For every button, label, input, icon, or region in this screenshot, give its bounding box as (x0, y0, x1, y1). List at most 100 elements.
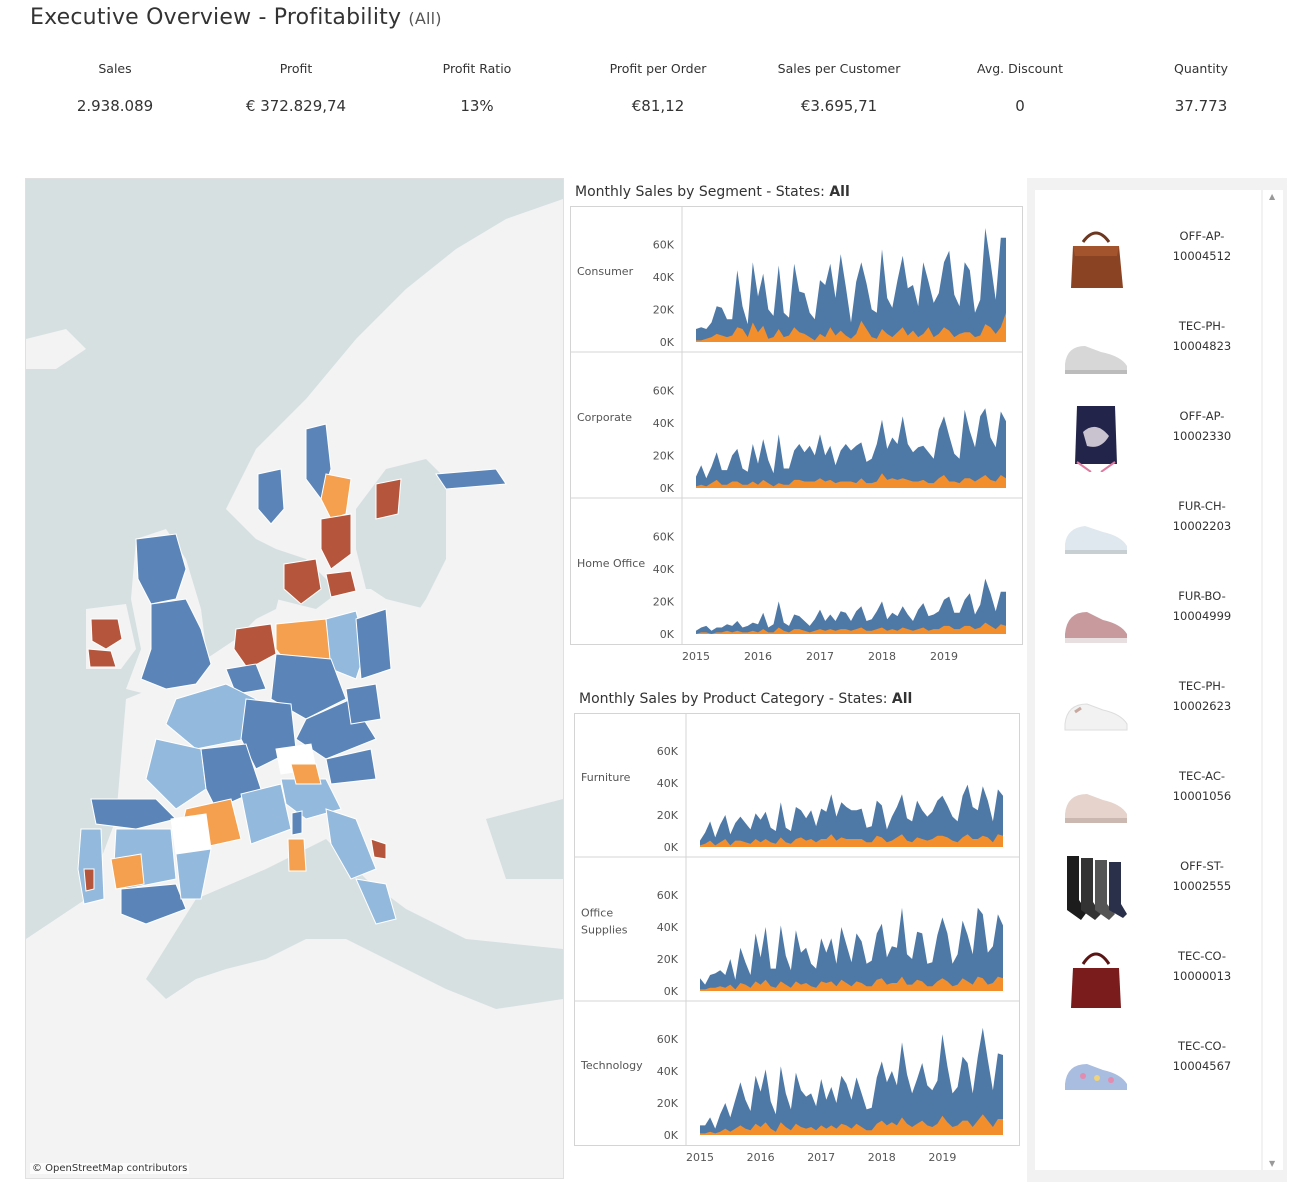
product-code-line2: 10004567 (1172, 1059, 1232, 1073)
row-label: Furniture (581, 771, 631, 784)
kpi-label: Profit (279, 61, 313, 76)
region-france-southeast (240, 783, 292, 845)
region-corsica (291, 810, 303, 836)
y-tick-label: 20K (657, 953, 679, 966)
region-italy-south (355, 878, 397, 925)
sales-area[interactable] (696, 228, 1006, 342)
product-code-line2: 10002623 (1172, 699, 1232, 713)
region-italy-apulia (370, 838, 387, 860)
product-code-line1: FUR-CH- (1178, 499, 1226, 513)
profit-area[interactable] (696, 473, 1006, 488)
region-poland (355, 608, 392, 680)
segment-chart-title-value: All (829, 184, 850, 200)
y-tick-label: 0K (664, 1129, 679, 1142)
product-item[interactable]: TEC-PH- 10004823 (1035, 300, 1261, 390)
product-item[interactable]: FUR-BO- 10004999 (1035, 570, 1261, 660)
product-item[interactable]: OFF-ST- 10002555 (1035, 840, 1261, 930)
product-code: TEC-PH- 10002623 (1167, 676, 1237, 716)
product-code-line1: TEC-PH- (1178, 319, 1226, 333)
product-item[interactable]: FUR-CH- 10002203 (1035, 480, 1261, 570)
category-area-chart[interactable]: 0K 20K 40K 60K Furniture 0K 20K 40K 60K Office Sup… (574, 713, 1024, 1178)
product-list-scrollbar[interactable]: ▲ ▼ (1263, 190, 1283, 1170)
sales-area[interactable] (700, 907, 1003, 991)
series-panel-office-supplies[interactable]: 0K 20K 40K 60K Office Supplies (574, 856, 1019, 998)
y-tick-label: 0K (660, 482, 675, 495)
profit-area[interactable] (700, 1114, 1003, 1135)
sales-area[interactable] (696, 578, 1006, 634)
product-code: TEC-CO- 10004567 (1167, 1036, 1237, 1076)
product-code: FUR-CH- 10002203 (1167, 496, 1237, 536)
kpi-value: 13% (460, 97, 494, 115)
profit-area[interactable] (696, 622, 1006, 634)
x-tick-label: 2016 (744, 650, 772, 663)
region-uk-england (140, 598, 212, 690)
y-tick-label: 0K (660, 336, 675, 349)
x-tick-label: 2018 (868, 1151, 896, 1164)
x-tick-label: 2015 (686, 1151, 714, 1164)
region-norway-1 (257, 468, 285, 525)
product-code-line2: 10004512 (1172, 249, 1232, 263)
product-item[interactable]: TEC-CO- 10000013 (1035, 930, 1261, 1020)
kpi-value: €3.695,71 (800, 97, 878, 115)
europe-map[interactable]: © OpenStreetMap contributors (25, 178, 564, 1179)
map-canvas[interactable] (26, 179, 563, 1178)
series-panel-corporate[interactable]: 0K 20K 40K 60K Corporate (570, 351, 1022, 495)
y-tick-label: 40K (653, 271, 675, 284)
profit-area[interactable] (700, 834, 1003, 847)
product-code-line1: TEC-CO- (1177, 949, 1227, 963)
sales-area[interactable] (700, 784, 1003, 847)
x-tick-label: 2019 (930, 650, 958, 663)
product-item[interactable]: TEC-CO- 10004567 (1035, 1020, 1261, 1110)
region-belgium (225, 663, 267, 695)
product-code-line2: 10002330 (1172, 429, 1232, 443)
y-tick-label: 60K (657, 1033, 679, 1046)
y-tick-label: 40K (653, 563, 675, 576)
product-code-line1: TEC-AC- (1178, 769, 1226, 783)
sales-area[interactable] (696, 408, 1006, 488)
region-spain-northeast (170, 813, 212, 855)
y-tick-label: 20K (653, 303, 675, 316)
kpi-sales: Sales 2.938.089 (25, 60, 205, 115)
series-panel-technology[interactable]: 0K 20K 40K 60K Technology (574, 1000, 1019, 1142)
product-code-line1: TEC-CO- (1177, 1039, 1227, 1053)
series-panel-home-office[interactable]: 0K 20K 40K 60K Home Office (570, 497, 1022, 641)
sales-area[interactable] (700, 1027, 1003, 1135)
y-tick-label: 0K (664, 985, 679, 998)
sea-mediterranean (146, 839, 563, 1009)
x-tick-label: 2015 (682, 650, 710, 663)
product-item[interactable]: TEC-PH- 10002623 (1035, 660, 1261, 750)
kpi-profit-per-order: Profit per Order €81,12 (568, 60, 748, 115)
product-code-line1: TEC-PH- (1178, 679, 1226, 693)
y-tick-label: 60K (657, 889, 679, 902)
region-italy-lombardy (290, 763, 322, 785)
region-ireland-1 (90, 618, 123, 650)
product-item[interactable]: OFF-AP- 10002330 (1035, 390, 1261, 480)
profit-area[interactable] (696, 312, 1006, 342)
kpi-label: Sales per Customer (777, 61, 901, 76)
product-item[interactable]: TEC-AC- 10001056 (1035, 750, 1261, 840)
row-label: Technology (580, 1059, 643, 1072)
scroll-down-icon[interactable]: ▼ (1269, 1159, 1276, 1168)
product-code-line2: 10002555 (1172, 879, 1232, 893)
y-tick-label: 40K (653, 417, 675, 430)
series-panel-furniture[interactable]: 0K 20K 40K 60K Furniture (581, 745, 1003, 854)
segment-chart-title-prefix: Monthly Sales by Segment - States: (575, 184, 830, 200)
product-code-line2: 10001056 (1172, 789, 1232, 803)
scroll-up-icon[interactable]: ▲ (1269, 192, 1276, 201)
regions (77, 423, 507, 925)
region-italy-central (325, 808, 377, 880)
shoe-floral-icon (1065, 1064, 1127, 1090)
product-item[interactable]: OFF-AP- 10004512 (1035, 210, 1261, 300)
socks-icon (1067, 856, 1127, 920)
segment-area-chart[interactable]: 0K20K40K60KConsumer0K20K40K60KCorporate0… (570, 206, 1025, 678)
profit-area[interactable] (700, 976, 1003, 991)
x-tick-label: 2017 (806, 650, 834, 663)
product-list[interactable]: OFF-AP- 10004512 TEC-PH- 10004823 OFF-AP- 1… (1027, 178, 1287, 1182)
shoe-pink-icon (1065, 612, 1127, 643)
y-tick-label: 20K (657, 809, 679, 822)
series-panel-consumer[interactable]: 0K 20K 40K 60K Consumer (577, 228, 1006, 349)
product-code-line1: FUR-BO- (1178, 589, 1226, 603)
product-code: OFF-ST- 10002555 (1167, 856, 1237, 896)
map-credit[interactable]: © OpenStreetMap contributors (30, 1163, 190, 1174)
y-tick-label: 60K (653, 384, 675, 397)
